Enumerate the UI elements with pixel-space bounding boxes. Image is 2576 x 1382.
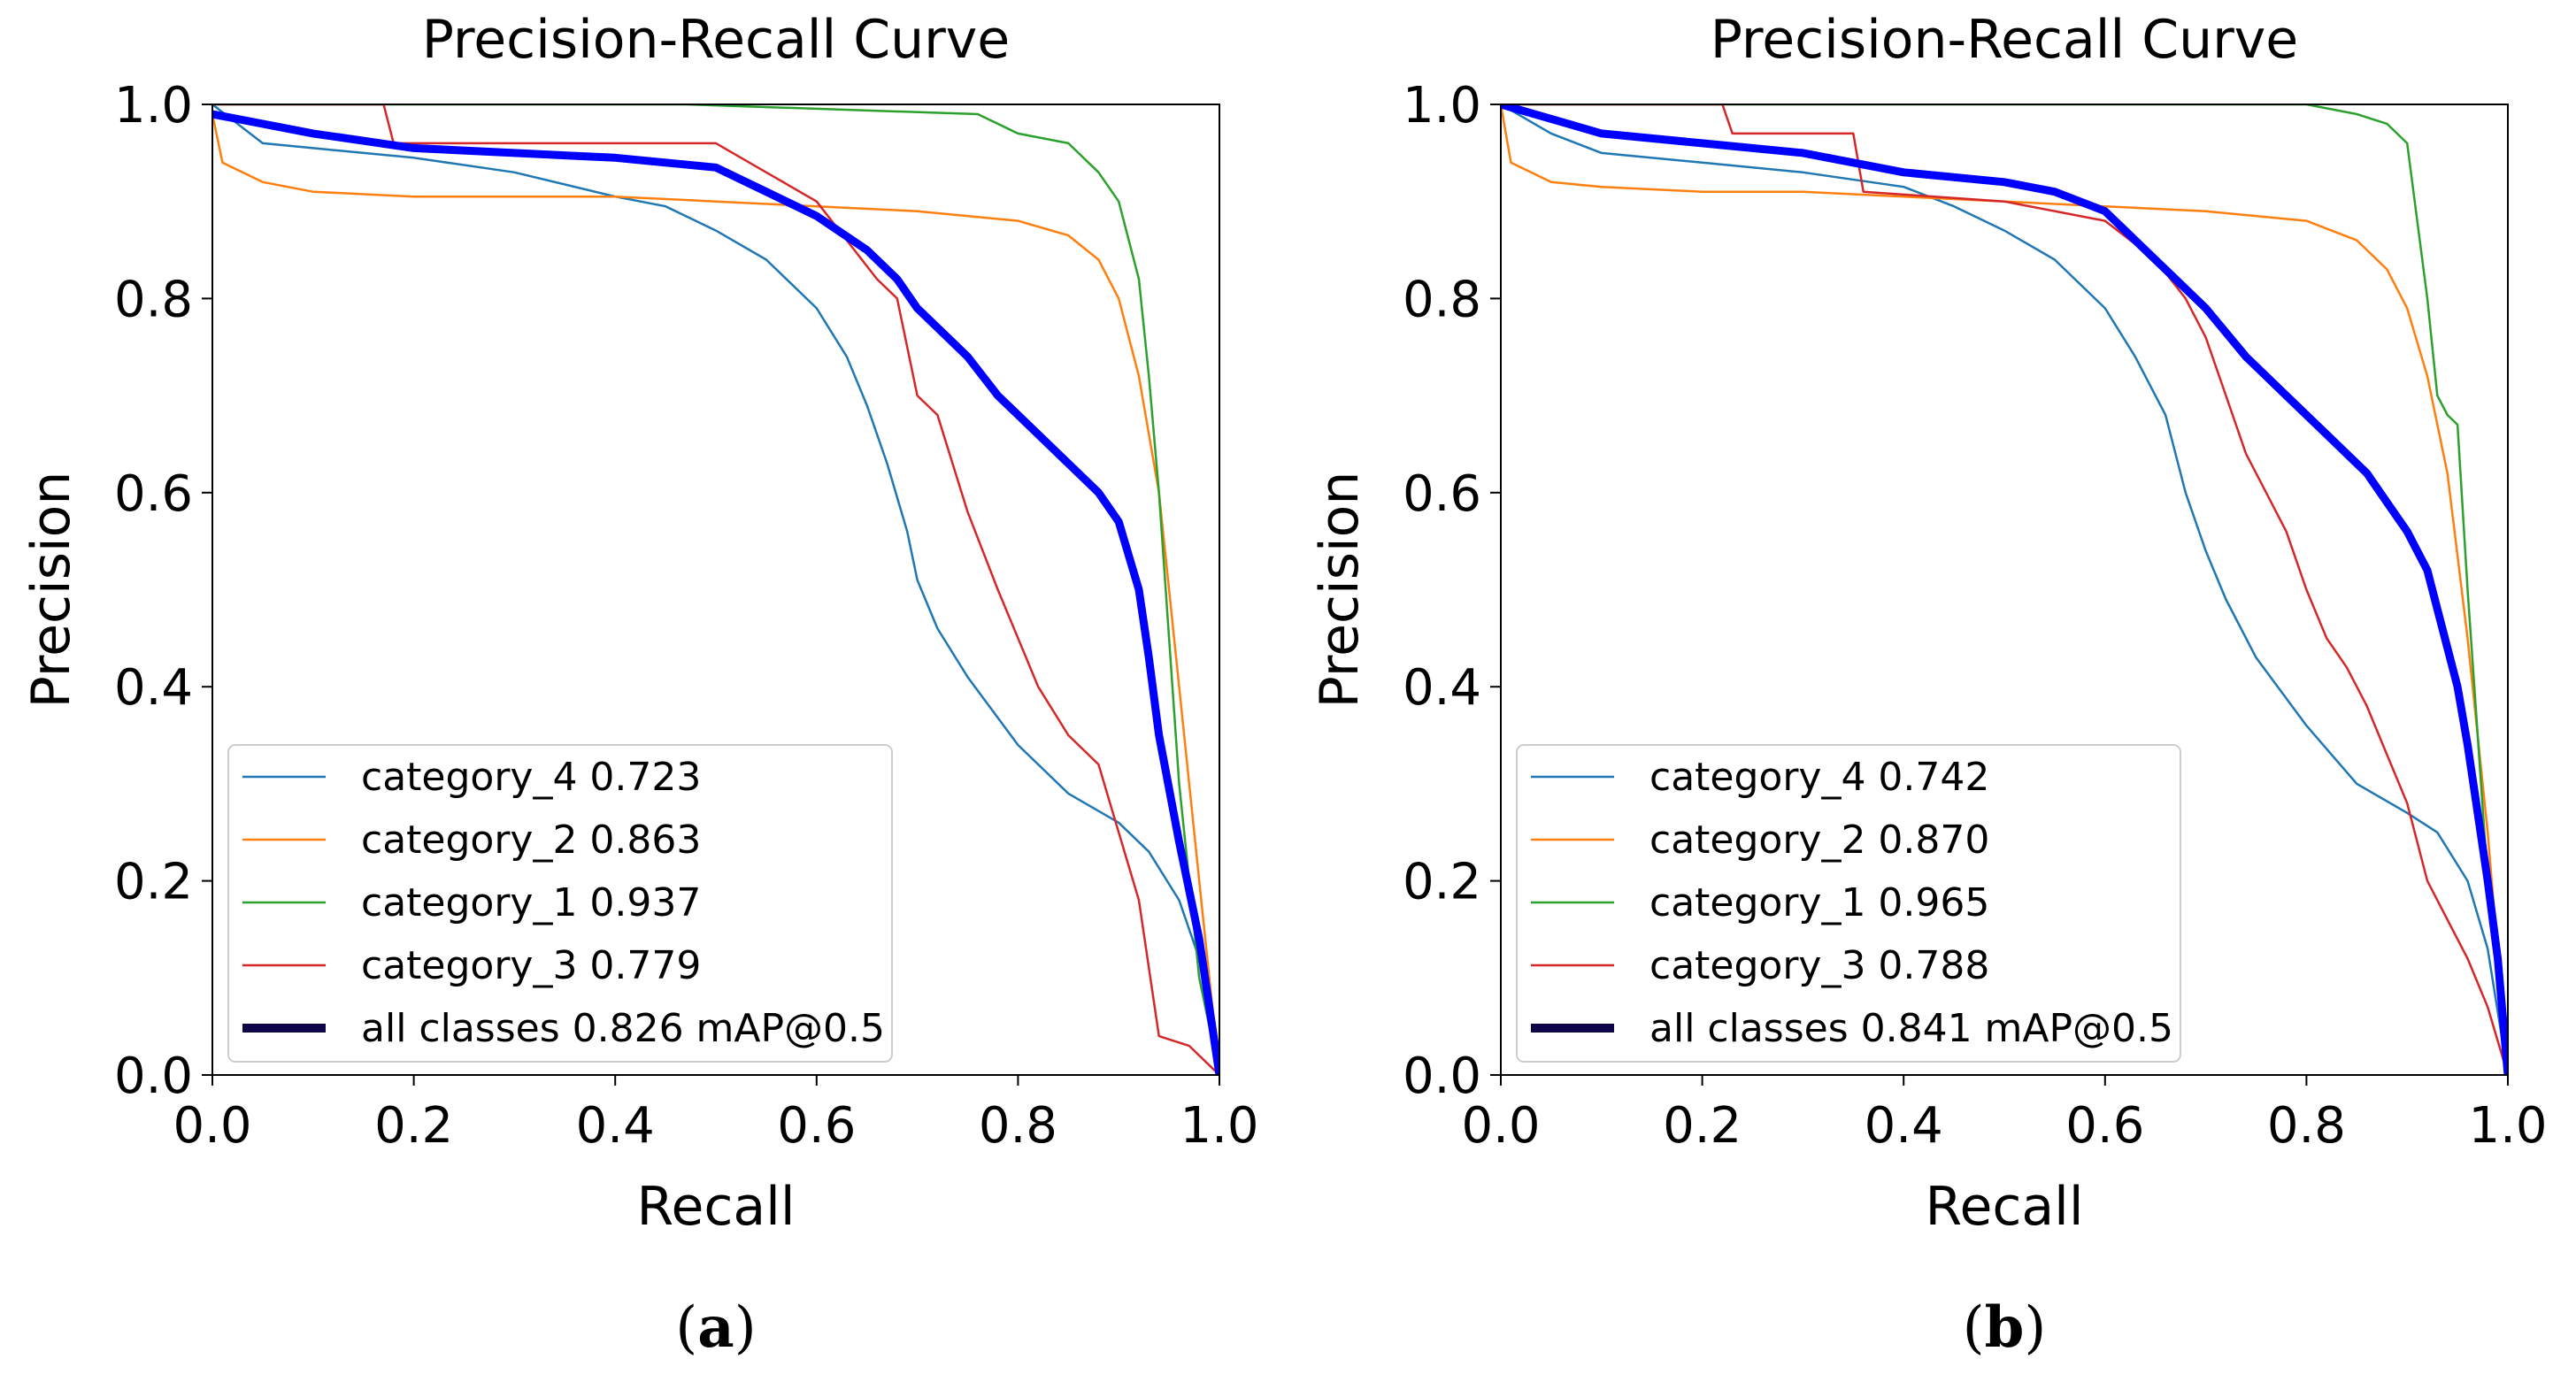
pr-chart-a: Precision-Recall Curve 0.0 0.2 0.4 0.6 0.8 1.0…	[20, 9, 1259, 1361]
x-tick-label: 0.6	[777, 1097, 856, 1155]
y-tick-label: 0.6	[1403, 465, 1481, 523]
legend-label: category_1 0.937	[361, 880, 701, 925]
y-axis-label: Precision	[20, 472, 82, 709]
series-group	[212, 104, 1219, 1075]
y-tick-label: 0.0	[1403, 1048, 1481, 1105]
y-tick-label: 0.4	[114, 659, 193, 717]
series-line-all-classes	[212, 110, 1219, 1075]
x-tick-label: 0.0	[173, 1097, 251, 1155]
x-tick-label: 0.6	[2065, 1097, 2144, 1155]
y-tick-label: 0.4	[1403, 659, 1481, 717]
legend-label: category_4 0.742	[1649, 755, 1989, 800]
panel-letter: a	[697, 1294, 734, 1361]
series-line-category-4	[212, 104, 1219, 1075]
series-line-all-classes	[1501, 104, 2508, 1075]
x-tick-label: 0.2	[374, 1097, 453, 1155]
legend: category_4 0.723 category_2 0.863 category…	[227, 744, 893, 1063]
x-tick-label: 0.2	[1663, 1097, 1742, 1155]
legend-box	[1516, 744, 2181, 1063]
x-tick-label: 0.4	[1865, 1097, 1943, 1155]
y-tick-label: 0.8	[1403, 271, 1481, 328]
legend-label: category_2 0.870	[1649, 818, 1989, 863]
x-tick-label: 0.0	[1461, 1097, 1540, 1155]
panel-caption: (b)	[1963, 1294, 2047, 1361]
x-tick-label: 0.8	[979, 1097, 1057, 1155]
y-tick-label: 1.0	[114, 77, 193, 134]
series-line-category-1	[1501, 104, 2508, 1075]
x-tick-label: 1.0	[2468, 1097, 2547, 1155]
legend-box	[227, 744, 893, 1063]
y-tick-label: 0.8	[114, 271, 193, 328]
legend-label: category_2 0.863	[361, 818, 701, 863]
legend-label: category_3 0.788	[1649, 943, 1989, 988]
y-tick-label: 0.2	[114, 854, 193, 911]
series-line-category-4	[1501, 104, 2508, 1075]
x-axis-label: Recall	[636, 1176, 795, 1238]
plot-frame	[211, 104, 1220, 1076]
chart-title: Precision-Recall Curve	[422, 9, 1010, 71]
series-line-category-3	[212, 104, 1219, 1075]
x-tick-label: 1.0	[1180, 1097, 1258, 1155]
y-tick-label: 0.0	[114, 1048, 193, 1105]
chart-panel-b: Precision-Recall Curve 0.0 0.2 0.4 0.6 0.8 1.0…	[1288, 0, 2576, 1382]
legend-label: category_4 0.723	[361, 755, 701, 800]
series-line-category-1	[212, 104, 1219, 1075]
legend-label: category_1 0.965	[1649, 880, 1989, 925]
plot-frame	[1500, 104, 2509, 1076]
series-group	[1501, 104, 2508, 1075]
pr-chart-b: Precision-Recall Curve 0.0 0.2 0.4 0.6 0.8 1.0…	[1309, 9, 2548, 1361]
panel-caption: (a)	[675, 1294, 756, 1361]
legend-label: all classes 0.826 mAP@0.5	[361, 1006, 885, 1051]
series-line-category-2	[1501, 104, 2508, 1075]
x-tick-label: 0.4	[576, 1097, 655, 1155]
legend-label: all classes 0.841 mAP@0.5	[1649, 1006, 2173, 1051]
chart-panel-a: Precision-Recall Curve 0.0 0.2 0.4 0.6 0.8 1.0…	[20, 9, 1259, 1361]
chart-title: Precision-Recall Curve	[1711, 9, 2298, 71]
series-line-category-3	[1501, 104, 2508, 1075]
y-tick-label: 0.2	[1403, 854, 1481, 911]
y-axis-label: Precision	[1309, 472, 1371, 709]
legend: category_4 0.742 category_2 0.870 category…	[1516, 744, 2181, 1063]
y-tick-label: 0.6	[114, 465, 193, 523]
x-tick-label: 0.8	[2267, 1097, 2346, 1155]
legend-label: category_3 0.779	[361, 943, 701, 988]
y-tick-label: 1.0	[1403, 77, 1481, 134]
x-axis-label: Recall	[1925, 1176, 2083, 1238]
panel-letter: b	[1985, 1294, 2025, 1361]
